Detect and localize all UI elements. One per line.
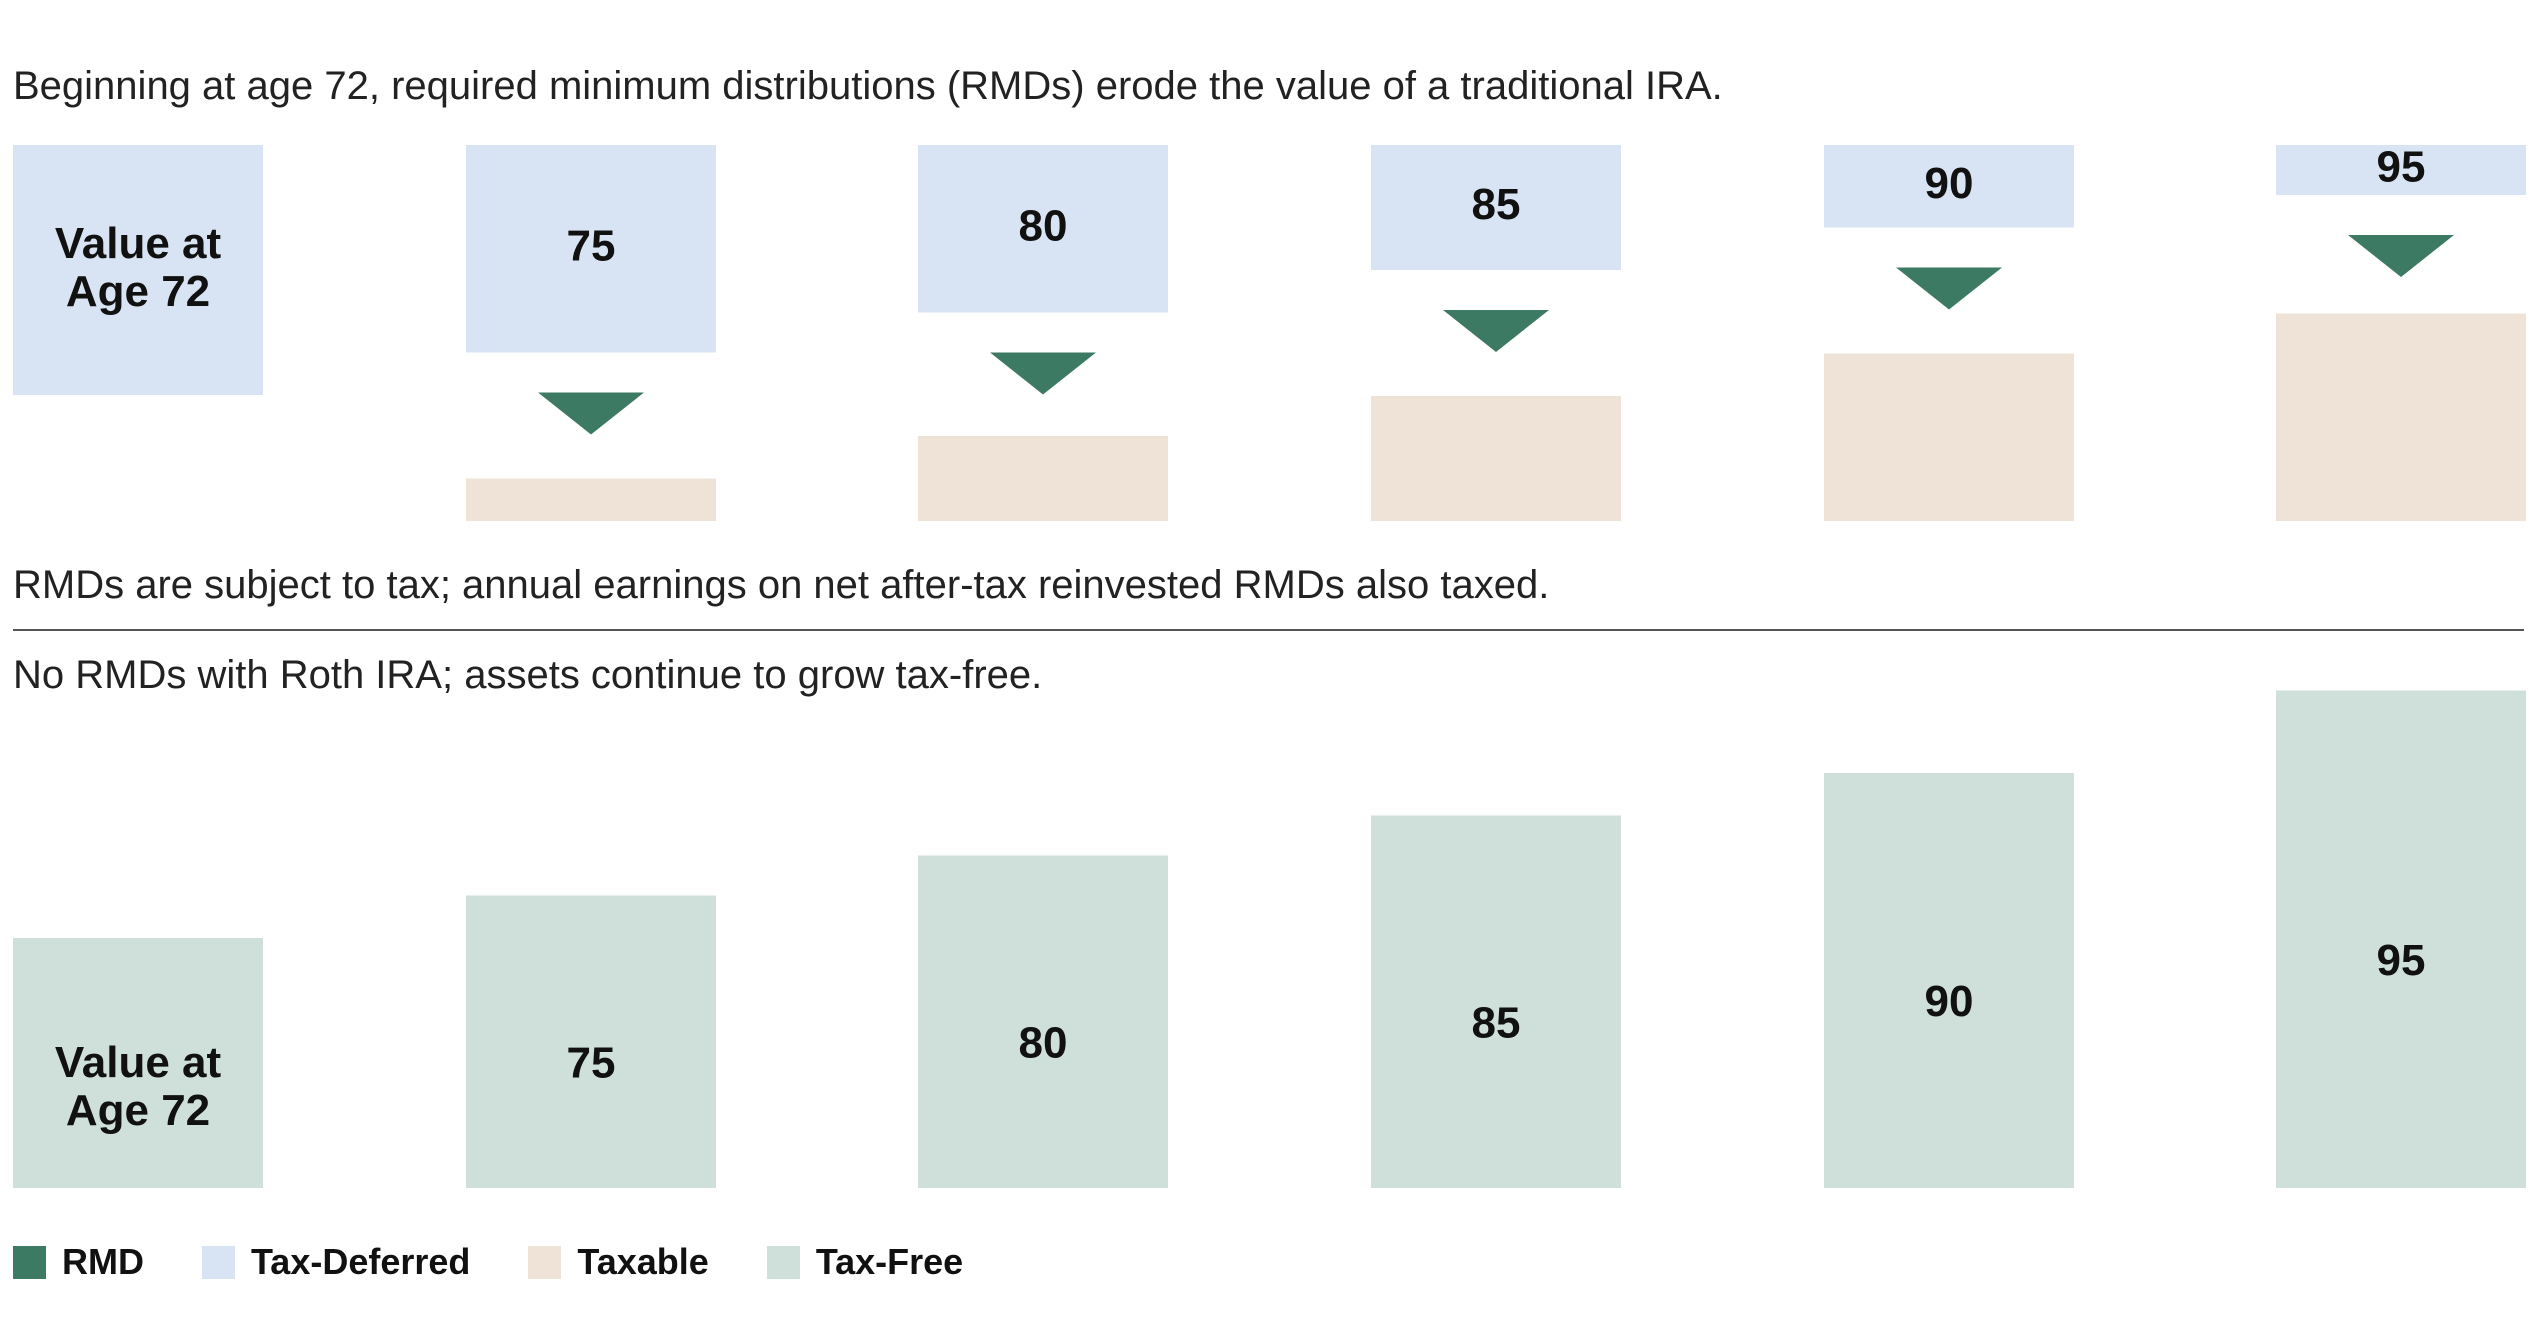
taxable-bar-1 xyxy=(466,478,716,521)
tax-note-caption: RMDs are subject to tax; annual earnings… xyxy=(13,563,1550,607)
tax-free-label-1: 75 xyxy=(567,1038,616,1087)
tax-deferred-bar-4 xyxy=(1824,145,2074,228)
tax-deferred-label-5: 95 xyxy=(2377,143,2426,192)
legend-item-taxable: Taxable xyxy=(528,1241,709,1283)
tax-deferred-bar-1 xyxy=(466,145,716,353)
tax-free-label-3: 85 xyxy=(1472,998,1521,1047)
tax-deferred-bar-5 xyxy=(2276,145,2526,195)
legend-label-tax-deferred: Tax-Deferred xyxy=(250,1241,471,1282)
rmd-marker-2 xyxy=(990,352,1096,395)
legend: RMD Tax-Deferred Taxable Tax-Free xyxy=(13,1241,1021,1283)
tax-free-label-2: 80 xyxy=(1019,1018,1068,1067)
tax-deferred-label-0: Value at Age 72 xyxy=(55,219,222,316)
legend-swatch-tax-deferred xyxy=(201,1245,235,1279)
rmd-marker-3 xyxy=(1443,310,1549,352)
tax-free-label-4: 90 xyxy=(1925,977,1974,1026)
legend-item-rmd: RMD xyxy=(13,1241,144,1283)
tax-deferred-bar-0 xyxy=(13,145,263,395)
tax-free-bar-5 xyxy=(2276,690,2526,1188)
tax-deferred-label-2: 80 xyxy=(1019,201,1068,250)
legend-swatch-taxable xyxy=(528,1245,562,1279)
tax-free-bar-4 xyxy=(1824,773,2074,1188)
tax-free-bar-3 xyxy=(1371,815,1621,1188)
tax-free-bar-1 xyxy=(466,895,716,1188)
taxable-bar-4 xyxy=(1824,353,2074,521)
section-divider xyxy=(13,629,2524,631)
legend-item-tax-free: Tax-Free xyxy=(766,1241,964,1283)
taxable-bar-5 xyxy=(2276,313,2526,521)
legend-label-tax-free: Tax-Free xyxy=(815,1241,964,1282)
tax-deferred-bar-2 xyxy=(918,145,1168,313)
tax-deferred-label-1: 75 xyxy=(567,221,616,270)
tax-free-bar-0 xyxy=(13,938,263,1188)
legend-label-taxable: Taxable xyxy=(577,1241,709,1282)
tax-free-label-5: 95 xyxy=(2377,936,2426,985)
tax-free-bar-2 xyxy=(918,855,1168,1188)
legend-label-rmd: RMD xyxy=(62,1241,144,1282)
tax-deferred-bar-3 xyxy=(1371,145,1621,270)
legend-swatch-tax-free xyxy=(766,1245,800,1279)
roth-ira-caption: No RMDs with Roth IRA; assets continue t… xyxy=(13,653,1043,697)
taxable-bar-2 xyxy=(918,436,1168,521)
tax-deferred-label-4: 90 xyxy=(1925,159,1974,208)
legend-swatch-rmd xyxy=(13,1245,46,1279)
tax-free-label-0: Value at Age 72 xyxy=(55,1038,222,1135)
rmd-marker-4 xyxy=(1896,267,2002,310)
taxable-bar-3 xyxy=(1371,396,1621,521)
traditional-ira-caption: Beginning at age 72, required minimum di… xyxy=(13,64,1723,108)
tax-deferred-label-3: 85 xyxy=(1472,180,1521,229)
rmd-marker-5 xyxy=(2348,235,2454,277)
rmd-marker-1 xyxy=(538,392,644,435)
legend-item-tax-deferred: Tax-Deferred xyxy=(201,1241,471,1283)
